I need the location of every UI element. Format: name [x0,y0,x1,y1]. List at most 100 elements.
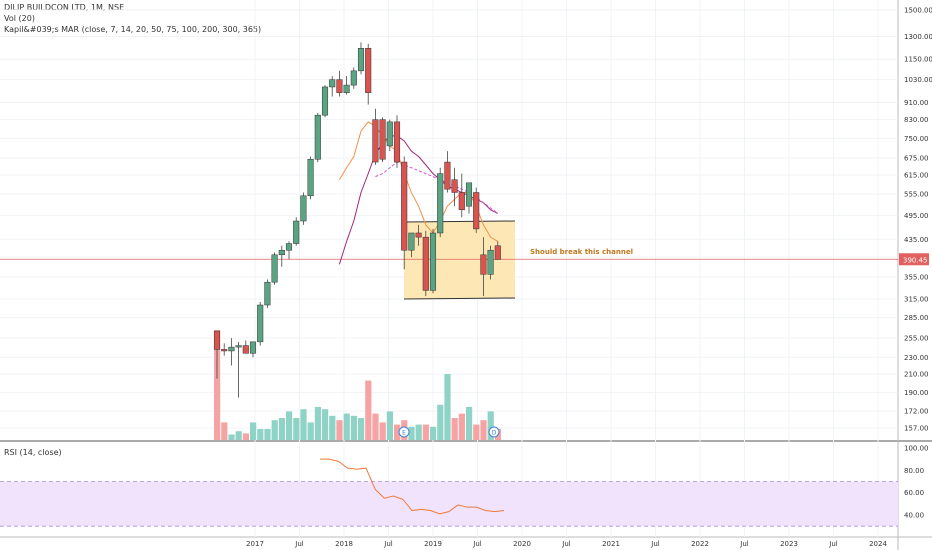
candle-body[interactable] [271,254,278,283]
earnings-marker-circle[interactable] [398,426,410,438]
volume-bar [358,418,365,440]
volume-bar [451,418,458,440]
volume-bar [235,431,242,440]
dividend-marker: D [492,430,497,437]
volume-bar [365,380,372,440]
volume-bar [271,420,278,440]
candle-body[interactable] [451,179,458,193]
candle-body[interactable] [393,121,401,163]
volume-bar [329,415,336,440]
candle-body[interactable] [257,304,264,343]
channel-fill [404,221,515,299]
time-tick-label: 2017 [246,540,264,548]
volume-bar [466,407,473,440]
candle-body[interactable] [458,192,465,211]
volume-bar [293,418,300,440]
price-tick-label: 315.00 [904,296,929,304]
candle-body[interactable] [285,243,293,251]
candle-body[interactable] [350,70,357,86]
time-tick-label: 2018 [335,540,353,548]
candle-body[interactable] [357,48,365,72]
time-tick-label: Jul [294,540,304,548]
ma-legend: Kapil&#039;s MAR (close, 7, 14, 20, 50, … [4,25,262,34]
volume-bar [228,434,235,440]
channel-top-line[interactable] [403,220,516,223]
time-tick-label: 2022 [691,540,709,548]
candle-body[interactable] [336,79,343,93]
volume-bar [437,404,444,440]
time-tick-label: Jul [828,540,838,548]
price-tick-label: 1300.00 [904,33,932,41]
price-tick-label: 355.00 [904,273,929,281]
candle-body[interactable] [278,249,285,256]
candle-body[interactable] [408,232,415,251]
price-tick-label: 1500.00 [904,7,932,15]
dividend-marker-circle[interactable] [488,426,500,438]
candle-body[interactable] [213,330,221,350]
volume-bar [314,407,321,440]
volume-bar [300,409,307,440]
candle-body[interactable] [444,161,451,190]
volume-bar [257,429,264,440]
time-tick-label: 2020 [513,540,531,548]
candle-body[interactable] [343,84,350,93]
rsi-tick-label: 80.00 [904,467,924,475]
volume-bar [242,433,249,440]
candle-body[interactable] [307,159,314,197]
rsi-legend: RSI (14, close) [4,448,62,457]
candle-body[interactable] [494,245,501,260]
candle-body[interactable] [235,345,242,348]
candle-body[interactable] [401,161,408,251]
candle-body[interactable] [372,119,379,163]
time-tick-label: Jul [739,540,749,548]
candle-body[interactable] [379,119,386,160]
price-tick-label: 230.00 [904,354,929,362]
volume-bar [221,422,228,440]
volume-bar [379,422,386,440]
volume-bar [473,424,480,440]
rsi-tick-label: 100.00 [904,445,929,453]
price-tick-label: 1030.00 [904,76,932,84]
annotation-text: Should break this channel [530,248,633,256]
price-tick-label: 555.00 [904,191,929,199]
candle-body[interactable] [329,79,336,88]
candle-body[interactable] [321,86,329,116]
candle-body[interactable] [300,195,307,222]
price-tick-label: 172.00 [904,408,929,416]
candle-body[interactable] [487,249,494,275]
time-tick-label: 2023 [780,540,798,548]
candle-body[interactable] [465,182,473,207]
volume-bar [458,413,465,440]
candle-body[interactable] [221,349,228,352]
time-tick-label: 2021 [602,540,620,548]
price-tick-label: 1150.00 [904,56,932,64]
candle-body[interactable] [249,341,257,354]
volume-bar [336,420,343,440]
candle-body[interactable] [228,346,235,352]
rsi-line [320,458,505,515]
candle-body[interactable] [365,48,372,93]
time-tick-label: 2019 [424,540,442,548]
price-tick-label: 210.00 [904,371,929,379]
candle-body[interactable] [293,220,300,244]
candle-body[interactable] [422,236,429,291]
time-tick-label: Jul [650,540,660,548]
candle-body[interactable] [386,121,393,147]
candle-body[interactable] [314,114,321,160]
candle-body[interactable] [473,192,480,230]
price-tick-label: 435.00 [904,236,929,244]
candle-body[interactable] [415,232,422,238]
candle-body[interactable] [242,345,249,354]
candle-body[interactable] [437,173,444,234]
candle-body[interactable] [480,254,487,275]
last-price-box [899,253,929,266]
time-tick-label: Jul [561,540,571,548]
channel-bottom-line[interactable] [403,297,516,300]
symbol-legend: DILIP BUILDCON LTD, 1M, NSE [4,3,125,12]
candle-body[interactable] [429,232,437,291]
candle-body[interactable] [264,281,271,306]
ma-dashed-line [375,161,499,214]
volume-bar [278,418,285,440]
volume-bar [480,420,487,440]
